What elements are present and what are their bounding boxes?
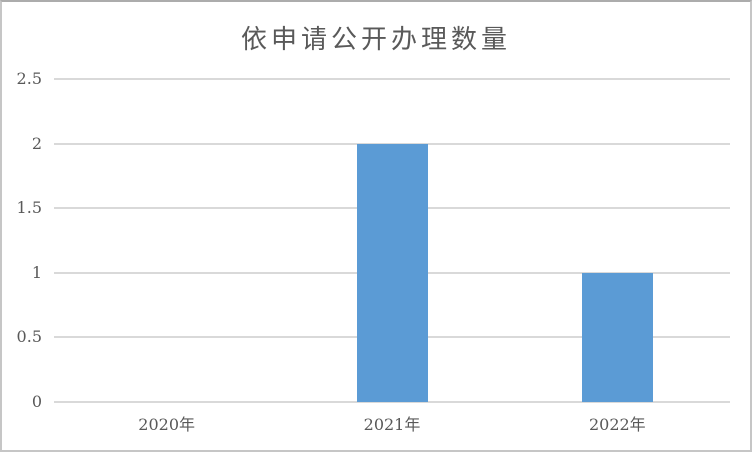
chart-title: 依申请公开办理数量 [240,25,511,55]
plot-area [54,78,730,403]
x-tick-label: 2021年 [363,415,421,434]
bar-2021年 [356,143,428,402]
x-axis: 2020年 2021年 2022年 [54,402,730,444]
x-tick-label: 2020年 [138,415,196,434]
y-tick-label: 2 [31,133,42,153]
y-tick-label: 0.5 [16,327,42,347]
y-tick-label: 1.5 [16,198,42,218]
x-tick-label: 2022年 [588,415,646,434]
y-axis: 0 0.5 1 1.5 2 2.5 [2,71,42,410]
gridline [54,401,730,403]
gridline [54,78,730,80]
y-tick-label: 2.5 [16,69,42,88]
bar-2022年 [581,272,653,402]
y-tick-label: 1 [31,262,42,282]
y-tick-label: 0 [31,392,42,411]
